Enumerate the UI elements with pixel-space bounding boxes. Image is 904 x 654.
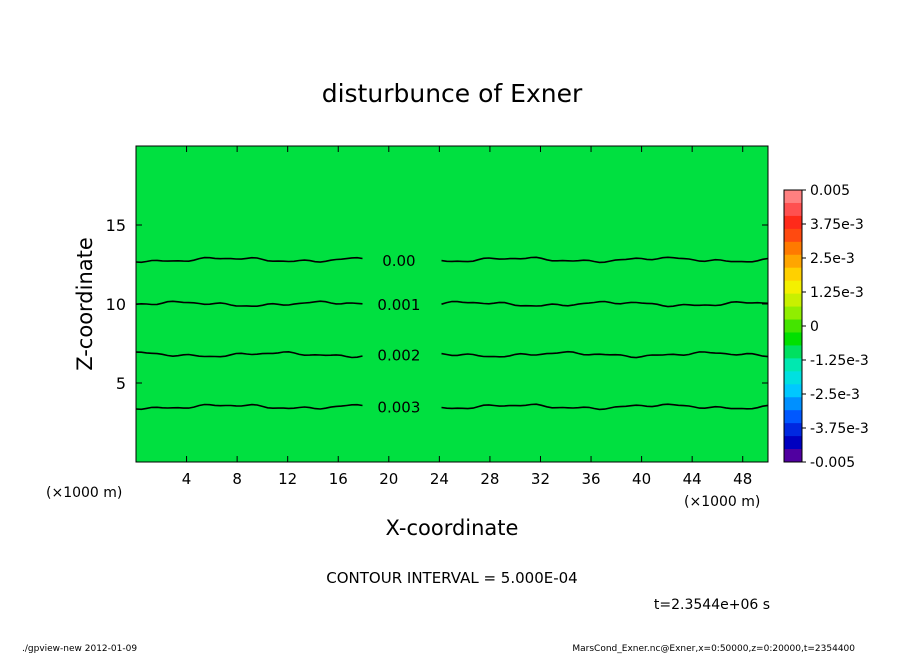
- x-tick-label: 20: [379, 470, 398, 488]
- colorbar-tick-label: 2.5e-3: [810, 251, 855, 267]
- x-tick-label: 40: [632, 470, 651, 488]
- contour-interval-text: CONTOUR INTERVAL = 5.000E-04: [326, 569, 577, 587]
- contour-lines: 0.00 0.001 0.002 0.003: [135, 252, 769, 417]
- colorbar-cell: [784, 371, 802, 385]
- color-fill-bands: [136, 146, 768, 462]
- colorbar-cell: [784, 280, 802, 295]
- y-axis-label: Z-coordinate: [73, 237, 97, 371]
- color-band: [136, 146, 768, 462]
- contour-label: 0.002: [377, 347, 420, 365]
- contour-line: [135, 403, 769, 411]
- colorbar-cell: [784, 410, 802, 424]
- chart-title: disturbunce of Exner: [322, 79, 583, 108]
- colorbar-cell: [784, 254, 802, 269]
- colorbar-cell: [784, 228, 802, 243]
- colorbar-cell: [784, 215, 802, 230]
- colorbar-tick-label: -1.25e-3: [810, 353, 869, 369]
- colorbar-tick-label: 0: [810, 319, 819, 335]
- colorbar-cell: [784, 202, 802, 217]
- x-unit-label: (×1000 m): [684, 494, 760, 510]
- colorbar-cell: [784, 358, 802, 372]
- colorbar-cell: [784, 267, 802, 282]
- colorbar-cell: [784, 436, 802, 450]
- colorbar-tick-label: -3.75e-3: [810, 421, 869, 437]
- x-tick-label: 16: [329, 470, 348, 488]
- footer-left-text: ./gpview-new 2012-01-09: [22, 644, 137, 654]
- colorbar-cell: [784, 190, 802, 204]
- y-axis-ticks: 5 10 15: [106, 216, 768, 393]
- colorbar-ticks: 0.005 3.75e-3 2.5e-3 1.25e-3 0 -1.25e-3 -2.5e-…: [802, 183, 869, 471]
- contour-line: [135, 350, 769, 359]
- colorbar: 0.005 3.75e-3 2.5e-3 1.25e-3 0 -1.25e-3 -2.5e-…: [783, 183, 869, 471]
- colorbar-cells: [784, 190, 802, 463]
- colorbar-tick-label: -0.005: [810, 455, 855, 471]
- x-tick-label: 36: [581, 470, 600, 488]
- colorbar-cell: [784, 345, 802, 359]
- contour-label: 0.003: [377, 399, 420, 417]
- footer-right-text: MarsCond_Exner.nc@Exner,x=0:50000,z=0:20…: [572, 644, 855, 654]
- contour-label: 0.00: [382, 252, 415, 270]
- colorbar-cell: [784, 384, 802, 398]
- x-tick-label: 32: [531, 470, 550, 488]
- colorbar-cell: [784, 293, 802, 307]
- x-tick-label: 44: [683, 470, 702, 488]
- colorbar-tick-label: 1.25e-3: [810, 285, 864, 301]
- x-tick-label: 24: [430, 470, 449, 488]
- y-tick-label: 5: [116, 374, 126, 393]
- colorbar-cell: [784, 241, 802, 256]
- y-tick-label: 15: [106, 216, 126, 235]
- colorbar-tick-label: 3.75e-3: [810, 217, 864, 233]
- colorbar-cell: [784, 397, 802, 411]
- x-axis-label: X-coordinate: [386, 516, 519, 540]
- y-tick-label: 10: [106, 295, 126, 314]
- x-axis-ticks: 4 8 12 16 20 24 28 32 36 40 44 48: [182, 146, 752, 488]
- x-tick-label: 12: [278, 470, 297, 488]
- colorbar-tick-label: 0.005: [810, 183, 850, 199]
- colorbar-cell: [784, 332, 802, 346]
- x-tick-label: 28: [480, 470, 499, 488]
- colorbar-cell: [784, 449, 802, 463]
- colorbar-cell: [784, 423, 802, 437]
- x-tick-label: 48: [733, 470, 752, 488]
- x-tick-label: 8: [232, 470, 242, 488]
- x-tick-label: 4: [182, 470, 192, 488]
- colorbar-cell: [784, 319, 802, 333]
- y-unit-label: (×1000 m): [46, 485, 122, 501]
- contour-line: [135, 300, 769, 308]
- time-label: t=2.3544e+06 s: [654, 597, 770, 613]
- contour-label: 0.001: [377, 296, 420, 314]
- contour-line: [135, 256, 769, 264]
- colorbar-cell: [784, 306, 802, 320]
- colorbar-tick-label: -2.5e-3: [810, 387, 860, 403]
